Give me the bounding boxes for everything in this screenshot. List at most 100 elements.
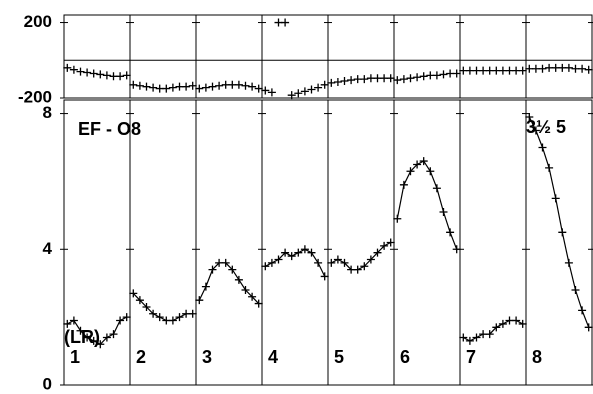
data-point [531,126,540,135]
data-point [327,258,336,267]
data-point [102,333,111,342]
data-point [432,184,441,193]
data-point [564,258,573,267]
data-point [439,207,448,216]
data-point [254,84,263,93]
data-point [261,86,270,95]
data-point [347,76,356,85]
data-point [578,306,587,315]
data-point [83,68,92,77]
data-point [518,66,527,75]
data-point [512,316,521,325]
data-point [241,286,250,294]
data-point [248,82,257,91]
data-point [465,336,474,345]
data-point [518,319,527,328]
fit-curve [396,160,458,250]
y-tick-label: 8 [43,103,52,122]
data-point [208,265,217,274]
data-point [366,255,375,264]
data-point [281,18,290,27]
data-point [333,255,342,264]
data-point [452,69,461,78]
data-point [274,255,283,264]
data-point [399,180,408,189]
data-point [69,65,78,74]
data-point [215,81,224,90]
data-point [314,83,323,92]
data-point [208,82,217,91]
data-point [89,69,98,78]
data-point [188,309,197,318]
data-point [307,248,316,257]
data-point [373,248,382,257]
segment-label: 6 [400,347,410,367]
data-point [571,286,580,294]
data-point [492,323,501,332]
fit-curve [132,292,193,322]
data-point [122,313,131,322]
data-point [333,77,342,86]
data-point [386,74,395,83]
data-point [545,163,554,172]
data-point [287,91,296,100]
chart-title: EF - O8 [78,119,141,139]
data-point [413,73,422,82]
data-point [327,78,336,87]
data-point [320,272,329,281]
data-point [525,112,534,121]
fit-curve [463,319,523,342]
data-point [393,76,402,85]
data-point [498,319,507,328]
data-point [267,88,276,97]
data-point [89,336,98,345]
data-point [248,292,257,301]
data-point [406,167,415,176]
data-point [281,248,290,257]
data-point [419,157,428,166]
data-point [129,289,138,298]
data-point [360,75,369,84]
y-tick-label: 0 [43,374,52,393]
data-point [188,81,197,90]
data-point [76,326,85,335]
data-point [386,238,395,247]
data-point [353,265,362,274]
data-point [340,77,349,86]
data-point [63,63,72,72]
data-point [182,82,191,91]
data-point [234,80,243,89]
fit-curve [331,241,391,271]
data-point [201,83,210,92]
segment-label: 7 [466,347,476,367]
data-point [419,72,428,81]
data-point [109,330,118,339]
data-point [452,245,461,254]
data-point [149,309,158,318]
data-point [578,64,587,73]
annotation: 3½ 5 [526,117,566,137]
data-point [175,313,184,322]
data-point [320,80,329,89]
data-point [584,323,593,332]
data-point [340,258,349,267]
data-point [413,160,422,169]
data-point [63,319,72,328]
data-point [221,258,230,267]
data-point [294,248,303,257]
data-point [135,81,144,90]
data-point [551,194,560,203]
fit-curve [198,262,260,305]
data-point [432,71,441,80]
data-point [96,340,105,349]
data-point [241,81,250,90]
data-point [426,167,435,176]
data-point [472,333,481,342]
data-point [116,72,125,81]
segment-label: 4 [268,347,278,367]
data-point [538,64,547,73]
data-point [261,262,270,271]
data-point [584,65,593,74]
data-point [76,67,85,76]
